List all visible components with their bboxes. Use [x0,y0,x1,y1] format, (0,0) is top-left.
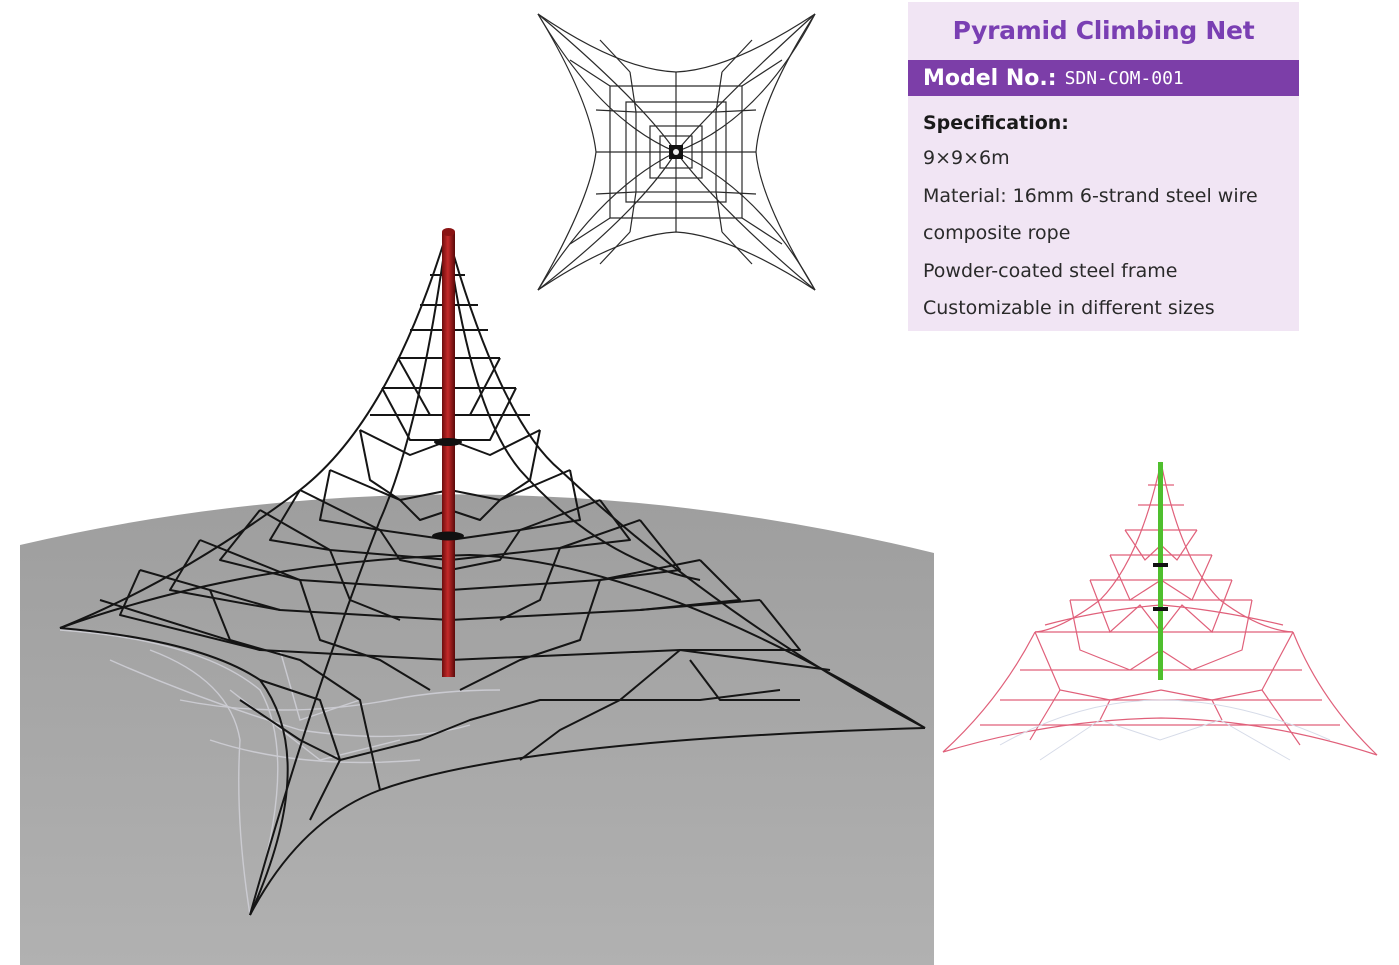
spec-heading: Specification: [923,112,1069,134]
spec-line-dimensions: 9×9×6m [923,147,1010,169]
side-view-pole [1153,462,1168,680]
ground-disc [20,494,934,965]
model-number: SDN-COM-001 [1064,67,1184,89]
spec-line-material-cont: composite rope [923,222,1071,244]
product-title: Pyramid Climbing Net [952,16,1255,45]
main-net [59,231,926,916]
spec-card: Pyramid Climbing Net Model No.: SDN-COM-… [908,2,1299,331]
spec-line-frame: Powder-coated steel frame [923,259,1178,282]
model-bar: Model No.: SDN-COM-001 [908,60,1299,96]
spec-line-custom: Customizable in different sizes [923,297,1215,319]
spec-line-material: Material: 16mm 6-strand steel wire [923,184,1258,207]
main-pole [432,228,464,677]
spec-lines: 9×9×6m Material: 16mm 6-strand steel wir… [923,140,1295,328]
net-shadow [59,629,501,916]
model-label: Model No.: [923,65,1057,91]
side-view-shadow [999,699,1331,761]
top-view-pole-cap [673,149,679,155]
